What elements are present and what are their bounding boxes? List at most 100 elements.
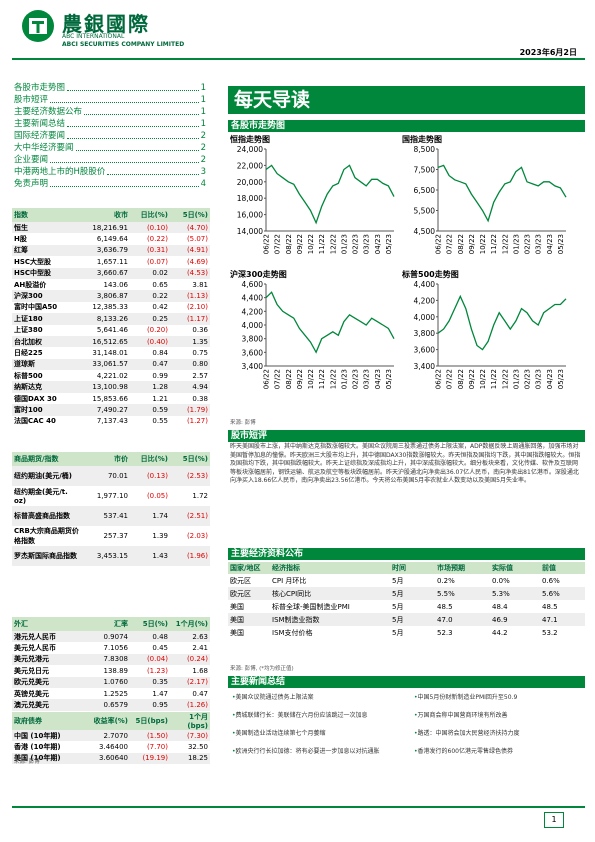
cell: (19.19) (130, 752, 170, 765)
header-cell: 收市 (84, 208, 130, 222)
cell: 53.2 (542, 628, 558, 637)
cell: (0.13) (130, 466, 170, 486)
cell: (4.70) (170, 222, 210, 234)
toc-leader (50, 94, 199, 103)
row: 美元兑人民币 7.1056 0.45 2.41 (12, 642, 210, 653)
y-tick-label: 4,400 (414, 280, 436, 289)
cell: 3.81 (192, 280, 208, 289)
cell: ISM支付价格 (272, 628, 313, 637)
cell: 0.9074 (84, 631, 130, 643)
cell: 143.06 (103, 280, 129, 289)
line-chart: 沪深300走势图 3,400 3,600 3,800 4,000 4,200 4,400 4,… (230, 269, 395, 389)
cell: (0.10) (130, 222, 170, 234)
cell: 0.80 (170, 358, 210, 371)
row: 澳元兑美元 0.6579 0.95 (1.26) (12, 699, 210, 711)
x-tick-label: 02/23 (524, 234, 532, 254)
commentary: 昨天美国股市上涨，其中纳斯达克指数涨幅较大。美国众议院周三投票通过债务上限法案，… (230, 443, 581, 484)
cell: 美元兑人民币 (14, 644, 56, 653)
cell: CPI 月环比 (272, 576, 307, 585)
cell: 美国 (10年期) (12, 752, 84, 765)
cell: 48.5 (542, 602, 558, 611)
cell: 13,100.98 (84, 381, 130, 393)
series-line (265, 164, 395, 225)
row: 道琼斯 33,061.57 0.47 0.80 (12, 358, 210, 371)
cell: 0.65 (152, 280, 168, 289)
x-tick-label: 02/23 (352, 369, 360, 389)
row: 红筹 3,636.79 (0.31) (4.91) (12, 244, 210, 257)
cell: 富时100 (12, 404, 84, 416)
cell: (0.40) (130, 335, 170, 348)
x-tick-label: 01/23 (340, 234, 348, 254)
toc-title: 中港两地上市的H股股价 (14, 167, 106, 177)
cell: 1.47 (152, 689, 168, 698)
x-tick-label: 02/23 (524, 369, 532, 389)
x-tick-label: 09/22 (296, 234, 304, 254)
cell: 3,453.15 (84, 546, 130, 566)
y-tick-label: 24,000 (237, 145, 263, 154)
cell: 12,385.33 (92, 303, 128, 312)
cell: (0.07) (146, 257, 168, 266)
row: 标普高盛商品指数 537.41 1.74 (2.51) (12, 506, 210, 526)
cell: 0.25 (130, 313, 170, 325)
toc-title: 主要经济数据公布 (14, 107, 83, 117)
cell: 纳斯达克 (12, 381, 84, 393)
table: 外汇 汇率 5日(%) 1个月(%) 港元兑人民币 0.9074 0.48 2.63 美元兑人民… (12, 617, 210, 711)
cell: 2.7070 (84, 730, 130, 742)
x-tick-label: 12/22 (329, 234, 337, 254)
cell: 5月 (390, 613, 435, 626)
cell: 70.01 (84, 466, 130, 486)
cell: 美国 (230, 628, 244, 637)
toc-title: 免责声明 (14, 179, 49, 189)
news-item: 美国制造业活动连续第七个月萎缩 (232, 730, 402, 748)
cell: 标普500 (14, 371, 43, 380)
cell: 富时中国A50 (14, 303, 58, 312)
cell: (0.24) (170, 653, 210, 666)
cell: (2.10) (186, 303, 208, 312)
cell: 0.36 (192, 326, 208, 335)
cell: 罗杰斯国际商品指数 (12, 546, 84, 566)
toc-row: 股市短评 1 (14, 94, 206, 106)
cell: (4.91) (170, 244, 210, 257)
header-cell: 1个月(bps) (170, 712, 210, 730)
cell: 美国 (230, 602, 244, 611)
cell: 7,490.27 (84, 404, 130, 416)
cell: 48.5 (437, 602, 453, 611)
cell: 0.38 (192, 394, 208, 403)
cell: (7.30) (170, 730, 210, 742)
toc-leader (50, 154, 199, 163)
y-tick-label: 20,000 (237, 178, 263, 187)
cell: 2.57 (192, 371, 208, 380)
cell: HSC中型股 (12, 267, 84, 279)
toc-page: 2 (200, 143, 206, 153)
toc-row: 主要经济数据公布 1 (14, 106, 206, 118)
chart-title: 恒指走势图 (230, 134, 270, 144)
cell: (7.70) (146, 743, 168, 752)
cell: 3,660.67 (84, 267, 130, 279)
header-cell: 汇率 (84, 617, 130, 631)
cell: 港元兑人民币 (12, 631, 84, 643)
x-tick-label: 04/23 (546, 369, 554, 389)
cell: 欧元区 (228, 587, 270, 600)
cell: 欧元兑美元 (12, 676, 84, 688)
row: 欧元兑美元 1.0760 0.35 (2.17) (12, 676, 210, 688)
cell: AH股溢价 (14, 280, 47, 289)
toc: 各股市走势图 1 股市短评 1 主要经济数据公布 1 主要新闻总结 1 国际经济要闻 2 大中华经济… (14, 82, 206, 190)
y-tick-label: 6,500 (414, 186, 436, 195)
cell: 澳元兑美元 (12, 699, 84, 711)
x-tick-label: 07/22 (446, 369, 454, 389)
cell: 44.2 (492, 628, 508, 637)
x-tick-label: 03/23 (363, 234, 371, 254)
news-item: 万国商会称中国营商环境有所改善 (414, 712, 584, 730)
cell: 0.0% (492, 576, 510, 585)
row: 富时中国A50 12,385.33 0.42 (2.10) (12, 302, 210, 313)
cell: 1.21 (152, 394, 168, 403)
news-item: 香港发行的600亿港元零售绿色债券 (414, 748, 584, 766)
row: 美国 标普全球-美国制造业PMI 5月 48.5 48.4 48.5 (228, 600, 585, 613)
x-tick-label: 01/23 (512, 369, 520, 389)
commodity-table: 商品期货/指数 市价 日比(%) 5日(%) 纽约期油(美元/桶) 70.01 (0.13)… (12, 452, 210, 566)
table: 政府债券 收益率(%) 5日(bps) 1个月(bps) 中国 (10年期) 2.7070… (12, 712, 210, 765)
row: 港元兑人民币 0.9074 0.48 2.63 (12, 631, 210, 643)
row: 美国 (10年期) 3.60640 (19.19) 18.25 (12, 752, 210, 765)
cell: 4,221.02 (96, 371, 128, 380)
cell: 上证380 (14, 326, 43, 335)
